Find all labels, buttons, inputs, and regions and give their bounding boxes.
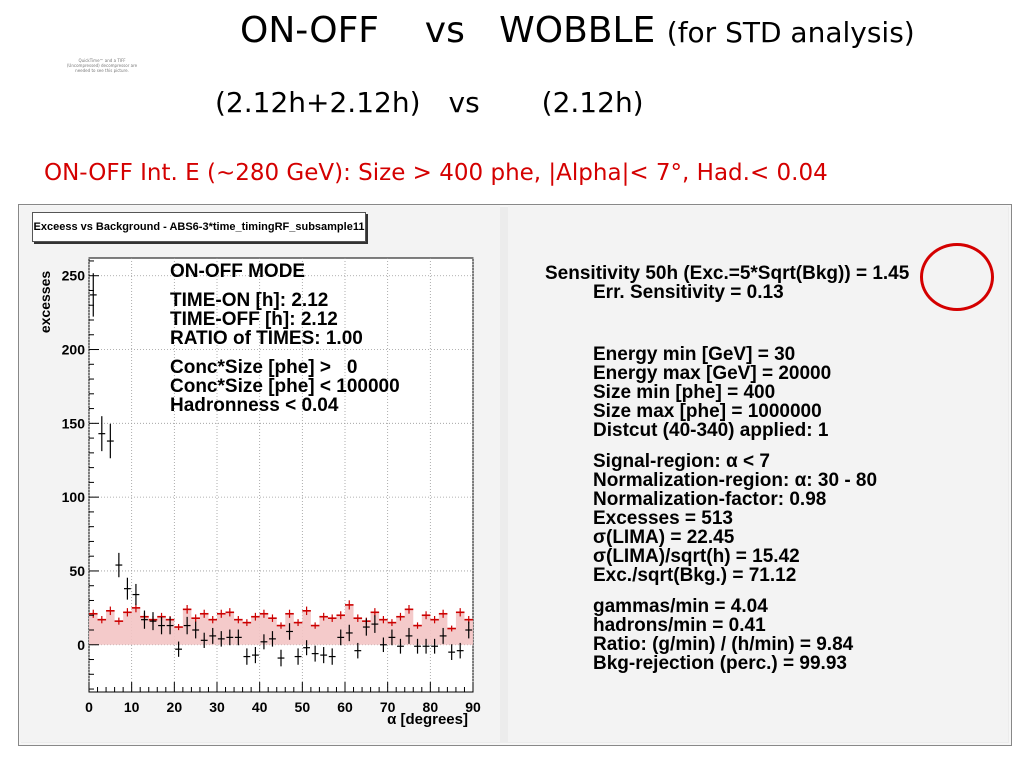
x-tick-label: 30 — [209, 699, 225, 715]
x-tick-label: 90 — [465, 699, 481, 715]
hadronness-cut: Hadronness < 0.04 — [170, 395, 339, 416]
subtitle-left: (2.12h+2.12h) — [215, 86, 421, 119]
distcut: Distcut (40-340) applied: 1 — [593, 420, 829, 441]
slide-subtitle: (2.12h+2.12h) vs (2.12h) — [215, 86, 644, 119]
y-tick-label: 0 — [77, 637, 85, 653]
x-axis-label: α [degrees] — [387, 711, 468, 728]
x-tick-label: 50 — [295, 699, 311, 715]
subtitle-right: (2.12h) — [541, 86, 644, 119]
excess-series — [89, 273, 473, 667]
excesses: Excesses = 513 — [593, 508, 733, 529]
cuts-description: ON-OFF Int. E (~280 GeV): Size > 400 phe… — [44, 160, 828, 186]
y-tick-label: 150 — [62, 415, 86, 431]
normalization-region: Normalization-region: α: 30 - 80 — [593, 470, 878, 491]
y-tick-label: 200 — [62, 342, 86, 358]
slide-title: ON-OFF vs WOBBLE (for STD analysis) — [240, 10, 915, 51]
energy-min: Energy min [GeV] = 30 — [593, 344, 796, 365]
y-tick-label: 50 — [69, 563, 85, 579]
gammas-per-min: gammas/min = 4.04 — [593, 596, 768, 617]
plot-axes: 0 10 20 30 40 50 60 70 80 90 0 50 100 150 200 250 — [62, 260, 481, 715]
slide-title-sub: (for STD analysis) — [666, 16, 915, 49]
quicktime-placeholder-note: QuickTime™ and a TIFF (Uncompressed) dec… — [66, 58, 138, 73]
conc-size-max: Conc*Size [phe] < 100000 — [170, 376, 400, 397]
size-max: Size max [phe] = 1000000 — [593, 401, 822, 422]
sigma-lima: σ(LIMA) = 22.45 — [593, 527, 735, 548]
exc-sqrt-bkg: Exc./sqrt(Bkg.) = 71.12 — [593, 565, 797, 586]
size-min: Size min [phe] = 400 — [593, 382, 776, 403]
x-tick-label: 70 — [380, 699, 396, 715]
normalization-factor: Normalization-factor: 0.98 — [593, 489, 827, 510]
stats-pad — [508, 206, 1008, 742]
energy-max: Energy max [GeV] = 20000 — [593, 363, 832, 384]
histogram-title: Exceess vs Background - ABS6-3*time_timi… — [32, 212, 366, 242]
mode-title: ON-OFF MODE — [170, 261, 306, 282]
x-tick-label: 60 — [337, 699, 353, 715]
y-tick-label: 100 — [62, 489, 86, 505]
sensitivity-highlight-circle — [920, 243, 994, 311]
background-fill — [89, 604, 473, 645]
x-tick-label: 40 — [252, 699, 268, 715]
time-off: TIME-OFF [h]: 2.12 — [170, 309, 338, 330]
signal-region: Signal-region: α < 7 — [593, 451, 770, 472]
hadrons-per-min: hadrons/min = 0.41 — [593, 615, 766, 636]
x-tick-label: 20 — [167, 699, 183, 715]
err-sensitivity: Err. Sensitivity = 0.13 — [593, 282, 784, 303]
sigma-lima-per-sqrt-h: σ(LIMA)/sqrt(h) = 15.42 — [593, 546, 800, 567]
sensitivity: Sensitivity 50h (Exc.=5*Sqrt(Bkg)) = 1.4… — [545, 263, 910, 284]
time-on: TIME-ON [h]: 2.12 — [170, 290, 329, 311]
x-tick-label: 80 — [423, 699, 439, 715]
bkg-rejection: Bkg-rejection (perc.) = 99.93 — [593, 653, 847, 674]
y-axis-label: excesses — [37, 271, 53, 334]
ratio-of-times: RATIO of TIMES: 1.00 — [170, 328, 363, 349]
gamma-hadron-ratio: Ratio: (g/min) / (h/min) = 9.84 — [593, 634, 854, 655]
plot-grid — [88, 258, 474, 692]
subtitle-vs: vs — [448, 86, 480, 119]
slide-title-main: ON-OFF vs WOBBLE — [240, 10, 656, 51]
x-tick-label: 10 — [124, 699, 140, 715]
conc-size-min: Conc*Size [phe] > 0 — [170, 357, 358, 378]
x-tick-label: 0 — [85, 699, 93, 715]
mode-info-box: ON-OFF MODE TIME-ON [h]: 2.12 TIME-OFF [… — [170, 262, 400, 415]
y-tick-label: 250 — [62, 268, 86, 284]
statistics-box: Sensitivity 50h (Exc.=5*Sqrt(Bkg)) = 1.4… — [545, 264, 909, 673]
